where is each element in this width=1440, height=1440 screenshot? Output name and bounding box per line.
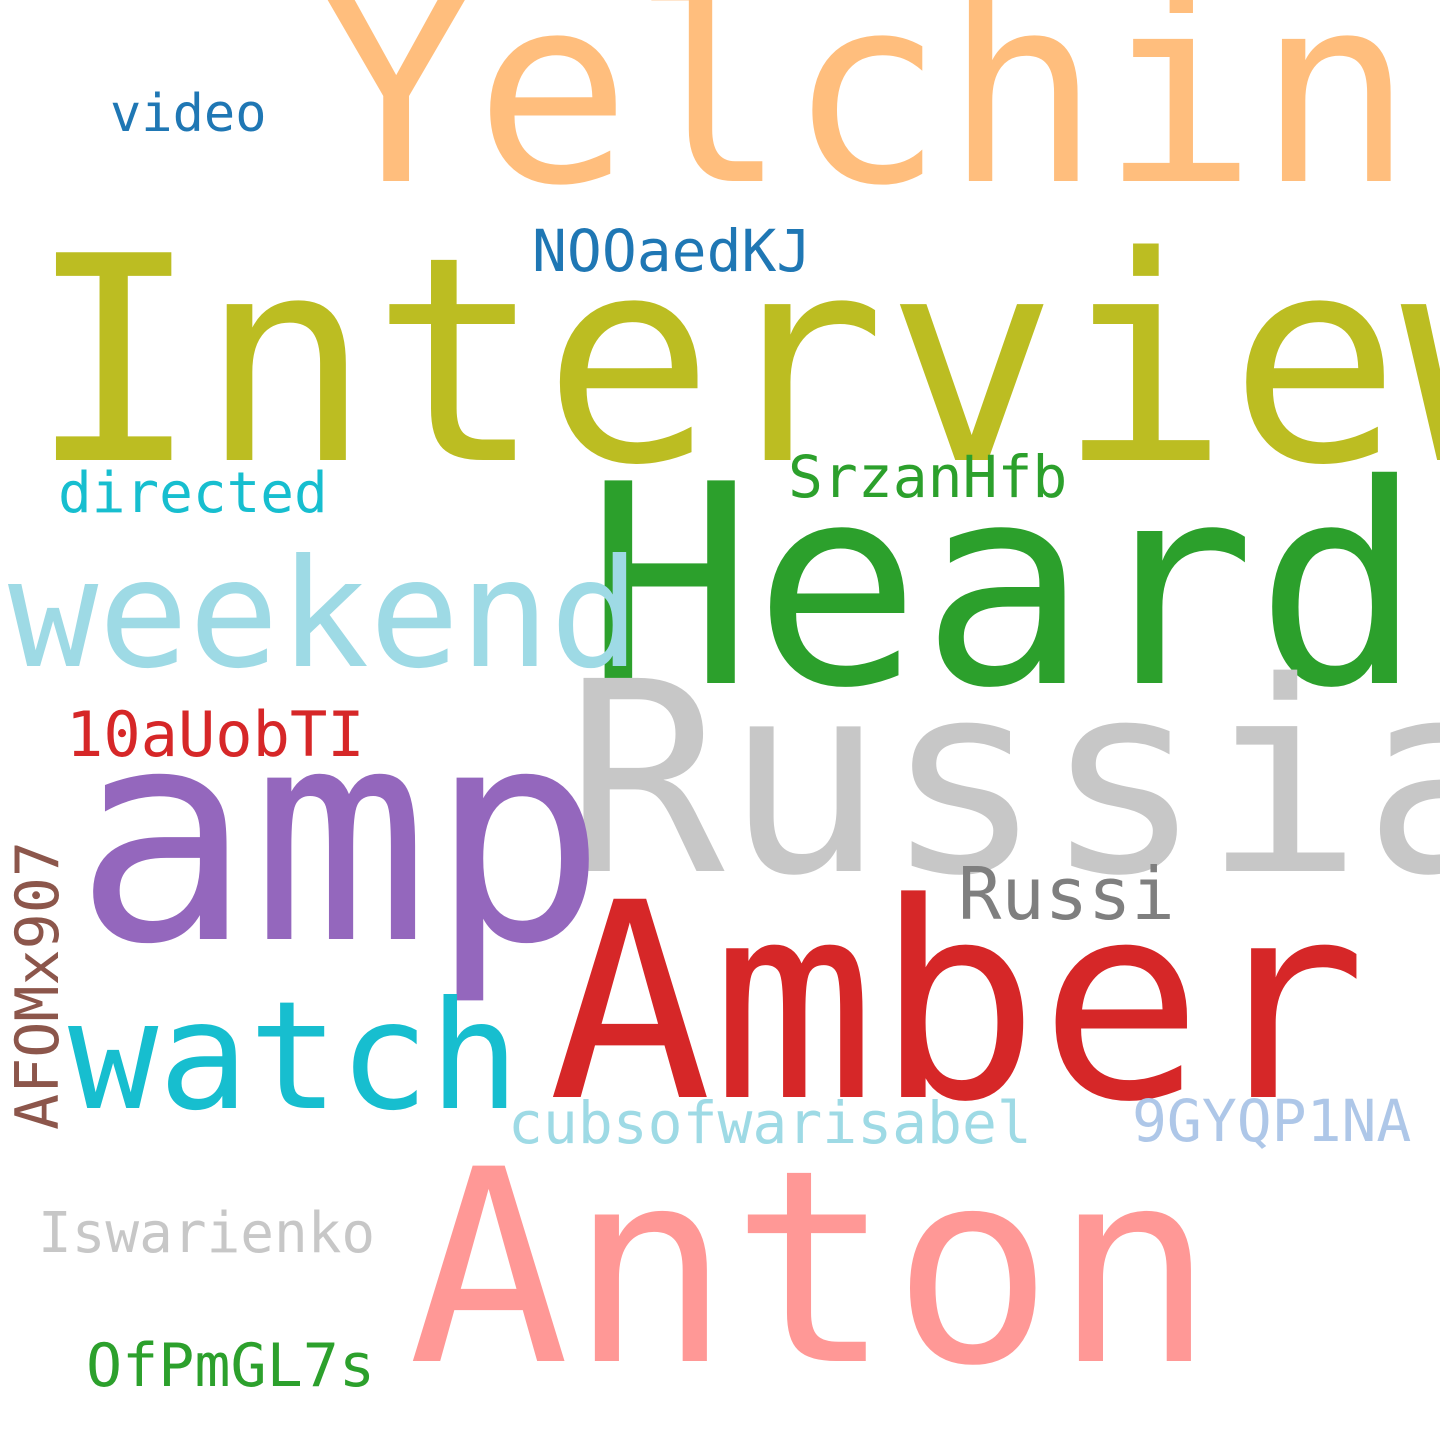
word-yelchin: Yelchin xyxy=(318,0,1414,243)
word-amber: Amber xyxy=(548,846,1367,1162)
word-watch: watch xyxy=(68,970,520,1144)
word-video: video xyxy=(110,84,267,144)
word-cubsofwarisabel: cubsofwarisabel xyxy=(508,1089,1032,1157)
word-russia: Russia xyxy=(565,626,1440,934)
word-anton: Anton xyxy=(408,1113,1215,1425)
word-9gyqp1na: 9GYQP1NA xyxy=(1132,1087,1412,1155)
word-russi: Russi xyxy=(958,852,1175,936)
word-10auobti: 10aUobTI xyxy=(66,698,365,771)
word-afomx907: AFOMx907 xyxy=(3,841,73,1130)
word-srzanhfb: SrzanHfb xyxy=(788,443,1068,511)
word-amp: amp xyxy=(74,665,607,1009)
word-weekend: weekend xyxy=(8,528,641,702)
word-directed: directed xyxy=(58,461,328,526)
word-iswarienko: Iswarienko xyxy=(38,1201,376,1266)
word-heard: Heard xyxy=(586,425,1423,749)
word-nooaedkj: NOOaedKJ xyxy=(532,217,812,285)
word-interview: Interview xyxy=(28,196,1440,528)
word-ofpmgl7s: OfPmGL7s xyxy=(86,1331,375,1401)
